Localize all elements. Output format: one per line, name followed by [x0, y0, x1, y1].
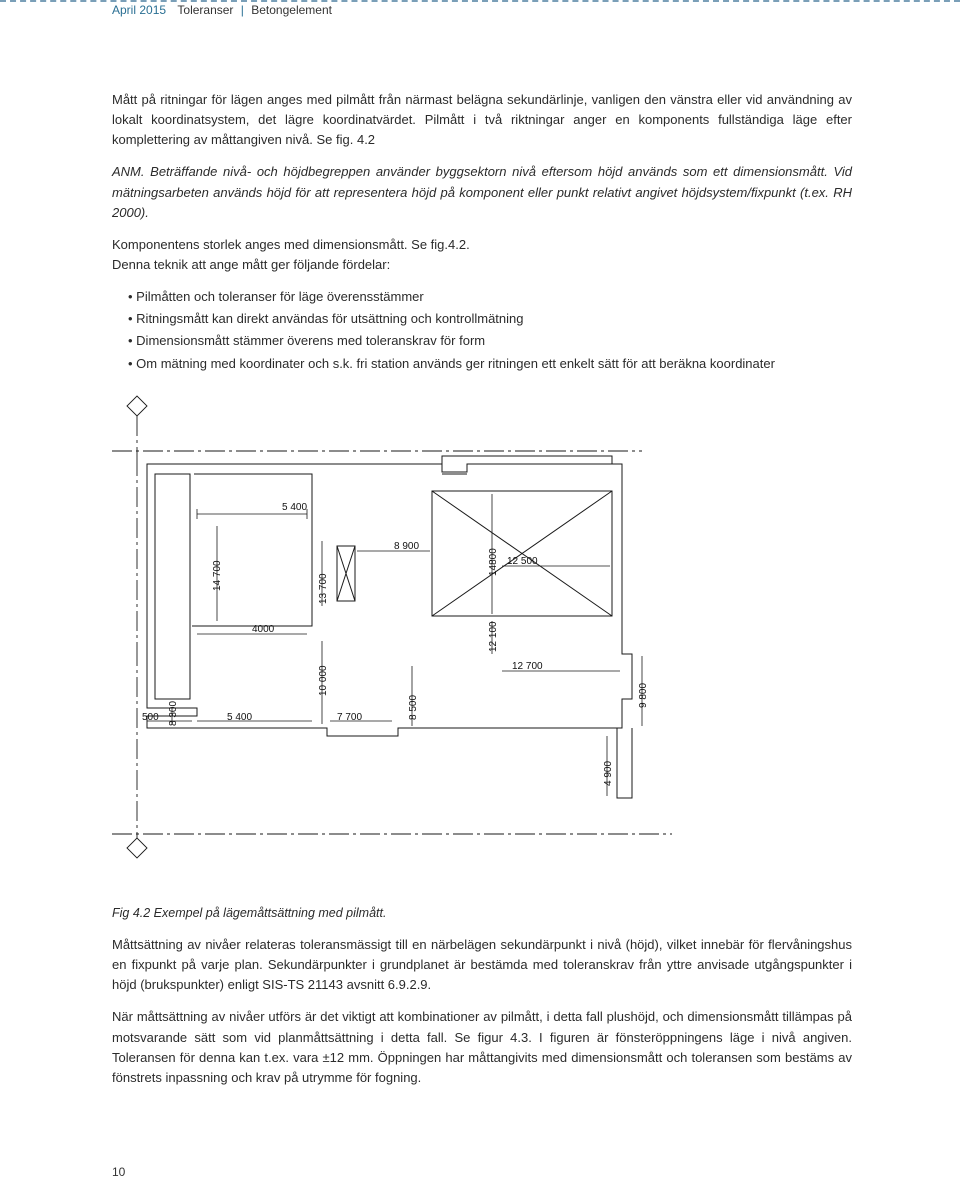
dim-10000: 10 000 — [316, 665, 332, 696]
bullet-4: • Om mätning med koordinater och s.k. fr… — [112, 354, 852, 374]
header-separator: | — [241, 3, 244, 17]
dim-8300: 8 300 — [166, 701, 182, 726]
dim-4900: 4 900 — [601, 761, 617, 786]
paragraph-2-note: ANM. Beträffande nivå- och höjdbegreppen… — [112, 162, 852, 222]
dim-5400b: 5 400 — [227, 710, 252, 726]
page-content: Mått på ritningar för lägen anges med pi… — [112, 90, 852, 1100]
dim-14800: 14800 — [486, 548, 502, 576]
figure-4-2-diagram: 5 400 14 700 13 700 8 900 14800 12 500 4… — [112, 396, 852, 886]
dim-12100: 12 100 — [486, 621, 502, 652]
dim-5400a: 5 400 — [282, 500, 307, 516]
dim-12500: 12 500 — [507, 554, 538, 570]
page-number: 10 — [112, 1165, 125, 1179]
header-title: Toleranser — [177, 3, 233, 17]
dim-500: 500 — [142, 710, 159, 726]
paragraph-3b: Denna teknik att ange mått ger följande … — [112, 257, 390, 272]
paragraph-3a: Komponentens storlek anges med dimension… — [112, 237, 470, 252]
bullet-3: • Dimensionsmått stämmer överens med tol… — [112, 331, 852, 351]
dim-7700: 7 700 — [337, 710, 362, 726]
page-header: April 2015 Toleranser | Betongelement — [112, 3, 332, 17]
paragraph-3: Komponentens storlek anges med dimension… — [112, 235, 852, 275]
header-section: Betongelement — [251, 3, 332, 17]
dim-14700: 14 700 — [210, 560, 226, 591]
paragraph-5: När måttsättning av nivåer utförs är det… — [112, 1007, 852, 1088]
dim-4000: 4000 — [252, 622, 274, 638]
header-date: April 2015 — [112, 3, 166, 17]
dim-12700: 12 700 — [512, 659, 543, 675]
bullet-1: • Pilmåtten och toleranser för läge över… — [112, 287, 852, 307]
bullet-2: • Ritningsmått kan direkt användas för u… — [112, 309, 852, 329]
figure-caption: Fig 4.2 Exempel på lägemåttsättning med … — [112, 904, 852, 923]
dim-9800: 9 800 — [636, 683, 652, 708]
dim-13700: 13 700 — [316, 573, 332, 604]
paragraph-1: Mått på ritningar för lägen anges med pi… — [112, 90, 852, 150]
dim-8500: 8 500 — [406, 695, 422, 720]
dim-8900: 8 900 — [394, 539, 419, 555]
paragraph-4: Måttsättning av nivåer relateras toleran… — [112, 935, 852, 995]
bullet-list: • Pilmåtten och toleranser för läge över… — [112, 287, 852, 374]
